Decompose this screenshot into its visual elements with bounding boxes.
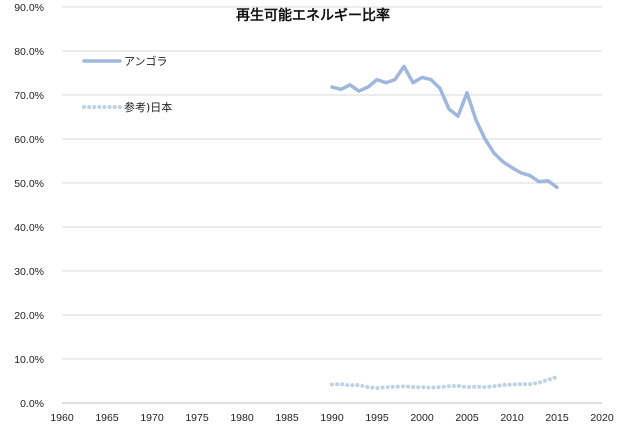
chart-title: 再生可能エネルギー比率 [236,7,390,24]
y-tick-label: 90.0% [14,2,44,14]
x-tick-label: 2010 [500,412,524,424]
series-lines [330,64,559,391]
x-tick-label: 1995 [365,412,389,424]
x-tick-label: 1990 [320,412,344,424]
y-tick-label: 30.0% [14,266,44,278]
y-tick-label: 20.0% [14,310,44,322]
y-tick-label: 50.0% [14,178,44,190]
y-tick-label: 80.0% [14,46,44,58]
x-tick-label: 1960 [50,412,74,424]
grid-lines [62,6,602,404]
y-tick-label: 70.0% [14,90,44,102]
legend-label: アンゴラ [124,54,168,68]
x-tick-label: 1965 [95,412,119,424]
series-line-japan [330,375,559,391]
y-axis: 0.0% 10.0% 20.0% 30.0% 40.0% 50.0% 60.0% 70.0% 8… [14,2,44,410]
y-tick-label: 0.0% [20,398,44,410]
x-tick-label: 1980 [230,412,254,424]
y-tick-label: 40.0% [14,222,44,234]
x-tick-label: 1975 [185,412,209,424]
series-line-angola [330,64,559,190]
x-tick-label: 2000 [410,412,434,424]
x-tick-label: 1985 [275,412,299,424]
x-tick-label: 2005 [455,412,479,424]
y-tick-label: 10.0% [14,354,44,366]
y-tick-label: 60.0% [14,134,44,146]
x-tick-label: 2020 [590,412,614,424]
x-tick-label: 1970 [140,412,164,424]
legend-label: 参考)日本 [124,100,172,114]
x-axis: 1960 1965 1970 1975 1980 1985 1990 1995 2000 2005… [50,412,614,424]
x-tick-label: 2015 [545,412,569,424]
